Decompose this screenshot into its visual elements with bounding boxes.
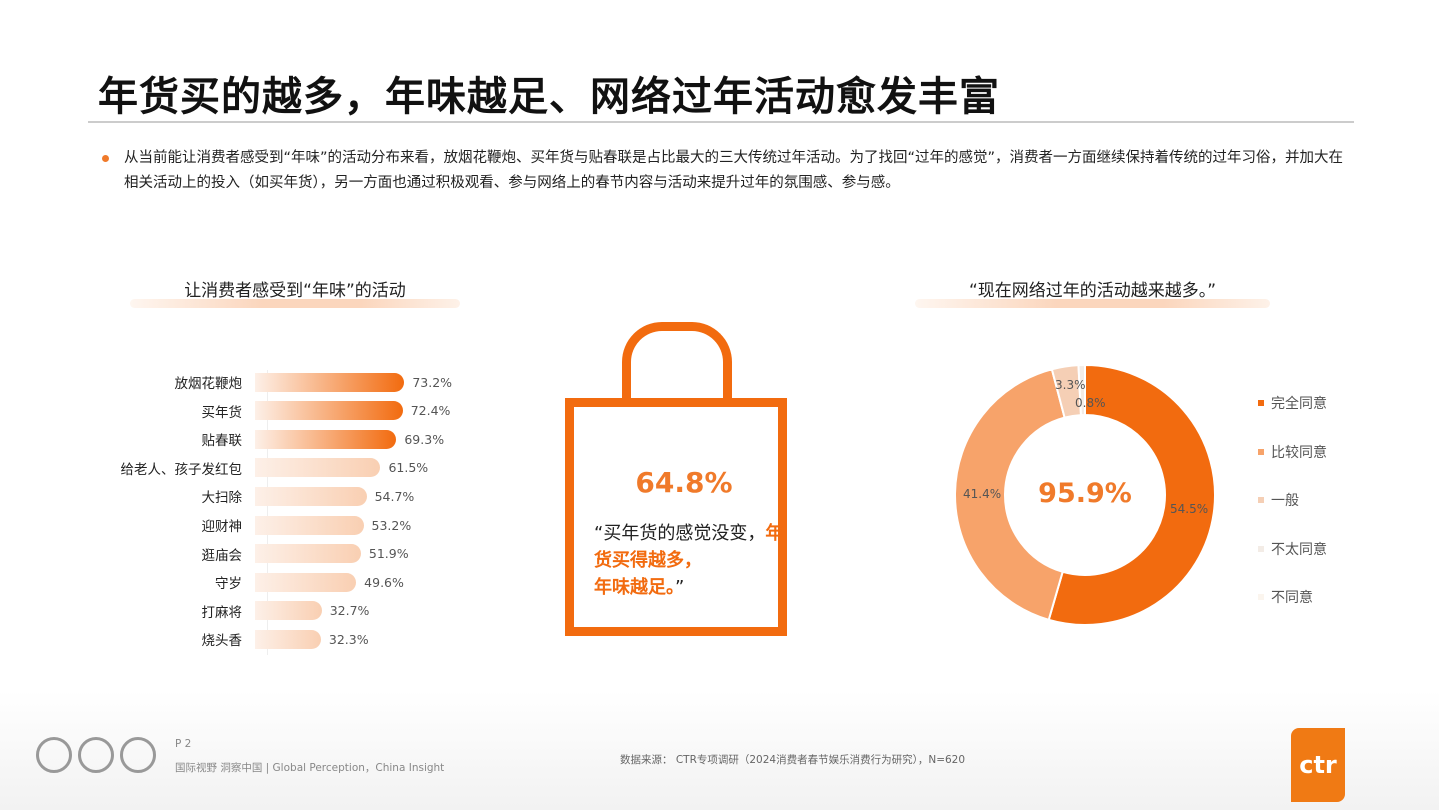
shopping-bag-icon	[565, 398, 787, 636]
donut-chart-title: “现在网络过年的活动越来越多。”	[915, 276, 1270, 308]
bag-quote: “买年货的感觉没变，年货买得越多， 年味越足。”	[594, 523, 784, 598]
bar-label: 迎财神	[201, 519, 243, 535]
page-title: 年货买的越多，年味越足、网络过年活动愈发丰富	[98, 74, 1000, 120]
bag-percentage: 64.8%	[635, 466, 733, 499]
bar	[255, 372, 405, 392]
bar-value-label: 51.9%	[368, 546, 409, 562]
bar-row: 贴春联 69.3%	[100, 429, 444, 449]
legend-label: 比较同意	[1271, 444, 1327, 461]
legend-label: 不同意	[1271, 590, 1313, 606]
legend-item: 不太同意	[1258, 539, 1327, 559]
bar-row: 守岁 49.6%	[100, 572, 404, 592]
certification-seal-icon	[78, 737, 114, 773]
certification-seal-icon	[36, 737, 72, 773]
bar-label: 放烟花鞭炮	[174, 376, 243, 392]
bar-value-label: 32.3%	[328, 631, 369, 647]
bar	[255, 458, 381, 478]
bar-row: 烧头香 32.3%	[100, 629, 369, 649]
slogan: 国际视野 洞察中国 | Global Perception，China Insi…	[175, 762, 445, 774]
legend-swatch	[1258, 400, 1264, 406]
bar-row: 逛庙会 51.9%	[100, 544, 409, 564]
donut-value-label: 3.3%	[1055, 378, 1086, 392]
bar-label: 守岁	[215, 576, 242, 593]
legend-item: 完全同意	[1258, 393, 1327, 413]
bar-chart-title: 让消费者感受到“年味”的活动	[130, 276, 460, 308]
bar	[255, 544, 361, 564]
donut-slice-1	[954, 368, 1066, 622]
bar	[255, 572, 357, 592]
legend-swatch	[1258, 448, 1264, 455]
certification-seal-icon	[120, 737, 156, 773]
bar-value-label: 72.4%	[410, 403, 451, 419]
bar	[255, 429, 397, 449]
bar	[255, 515, 364, 535]
bar-label: 给老人、孩子发红包	[120, 461, 243, 478]
bar-label: 烧头香	[201, 633, 243, 650]
page-number: P 2	[175, 738, 192, 750]
bar-label: 贴春联	[201, 433, 243, 450]
legend-label: 一般	[1271, 493, 1299, 509]
bar-label: 买年货	[201, 404, 243, 421]
bar-axis	[267, 370, 268, 655]
bar-value-label: 61.5%	[388, 460, 429, 476]
donut-center-label: 95.9%	[1038, 478, 1132, 509]
bar-row: 买年货 72.4%	[100, 401, 450, 421]
legend-item: 不同意	[1258, 587, 1313, 607]
bag-handle	[622, 322, 732, 432]
legend-swatch	[1258, 545, 1264, 552]
bar-value-label: 49.6%	[364, 574, 404, 590]
donut-slice-0	[1047, 363, 1216, 626]
bar-value-label: 54.7%	[374, 488, 415, 504]
bar	[255, 629, 321, 649]
bar-row: 大扫除 54.7%	[100, 486, 414, 506]
legend-label: 完全同意	[1271, 396, 1327, 412]
donut-value-label: 0.8%	[1075, 396, 1106, 410]
donut-value-label: 41.4%	[963, 487, 1002, 501]
bar-value-label: 69.3%	[404, 431, 445, 447]
legend-item: 比较同意	[1258, 442, 1327, 462]
bar-row: 迎财神 53.2%	[100, 515, 411, 535]
bar-row: 打麻将 32.7%	[100, 601, 369, 621]
bar-label: 逛庙会	[201, 547, 243, 564]
bar	[255, 486, 367, 506]
bar-value-label: 32.7%	[329, 603, 370, 619]
bar-value-label: 53.2%	[371, 517, 412, 533]
bar-label: 大扫除	[201, 490, 243, 507]
footer-background	[0, 690, 1439, 810]
bar	[255, 401, 403, 421]
bar	[255, 601, 322, 621]
donut-slice-3	[1077, 363, 1086, 417]
legend-item: 一般	[1258, 490, 1299, 510]
bar-value-label: 73.2%	[412, 374, 453, 390]
bar-row: 给老人、孩子发红包 61.5%	[100, 458, 428, 478]
data-source: 数据来源： CTR专项调研（2024消费者春节娱乐消费行为研究），N=620	[620, 754, 966, 766]
summary-bullet: 从当前能让消费者感受到“年味”的活动分布来看，放烟花鞭炮、买年货与贴春联是占比最…	[102, 146, 1352, 196]
bar-row: 放烟花鞭炮 73.2%	[100, 372, 452, 392]
ctr-logo: ctr	[1291, 728, 1345, 802]
legend-swatch	[1258, 497, 1264, 503]
legend-label: 不太同意	[1271, 541, 1327, 558]
title-divider	[88, 121, 1354, 123]
donut-value-label: 54.5%	[1170, 502, 1209, 516]
donut-chart	[954, 363, 1216, 626]
legend-swatch	[1258, 594, 1264, 600]
bar-label: 打麻将	[201, 604, 243, 621]
